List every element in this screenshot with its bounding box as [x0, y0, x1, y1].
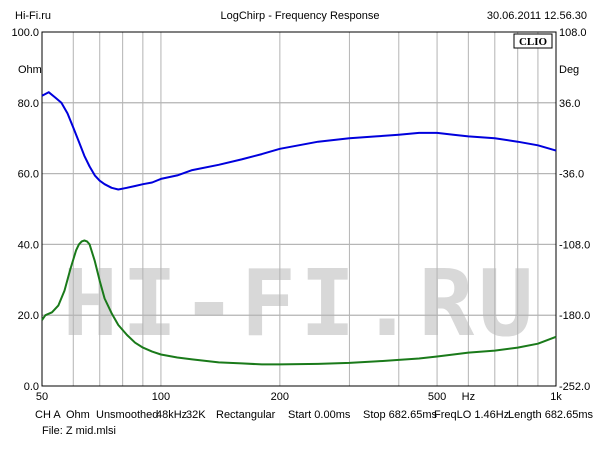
file-label: File: Z mid.mlsi: [42, 425, 116, 437]
x-axis-tick-label: 1k: [550, 391, 562, 403]
left-axis-unit: Ohm: [18, 64, 42, 76]
right-axis-tick-label: -108.0: [559, 239, 590, 251]
x-axis-tick-label: 100: [152, 391, 170, 403]
right-axis-unit: Deg: [559, 64, 579, 76]
status-item: Ohm: [66, 409, 90, 421]
status-item: Start 0.00ms: [288, 409, 351, 421]
right-axis-tick-label: 36.0: [559, 98, 580, 110]
right-axis-tick-label: -252.0: [559, 381, 590, 393]
status-item: Stop 682.65ms: [363, 409, 437, 421]
watermark-text: HI-FI.RU: [62, 250, 537, 357]
chart-title: LogChirp - Frequency Response: [220, 10, 380, 22]
grid: [42, 32, 556, 386]
clio-logo: CLIO: [513, 33, 553, 49]
x-axis-tick-label: 200: [271, 391, 289, 403]
header-datetime: 30.06.2011 12.56.30: [486, 10, 587, 22]
impedance-phase-line: [41, 239, 557, 366]
x-axis-unit: Hz: [462, 391, 475, 403]
left-axis-tick-label: 100.0: [11, 27, 39, 39]
clio-logo-text: CLIO: [519, 36, 548, 48]
x-axis-tick-label: 500: [428, 391, 446, 403]
right-axis-tick-label: -36.0: [559, 169, 584, 181]
status-item: FreqLO 1.46Hz: [434, 409, 510, 421]
status-item: 32K: [186, 409, 206, 421]
status-item: Length 682.65ms: [508, 409, 594, 421]
watermark: HI-FI.RU: [62, 250, 537, 357]
header-site: Hi-Fi.ru: [15, 10, 52, 22]
left-axis-tick-label: 60.0: [18, 169, 39, 181]
impedance-magnitude-line: [41, 91, 557, 191]
left-axis-tick-label: 80.0: [18, 98, 39, 110]
series-group: [41, 91, 557, 366]
axis-labels: 0.0 20.0 40.0 60.0 80.0 100.0 108.0 36.0 -36.0 -1…: [11, 27, 590, 403]
x-axis-tick-label: 50: [36, 391, 48, 403]
plot-frame: [41, 31, 557, 387]
status-item: 48kHz: [156, 409, 188, 421]
left-axis-tick-label: 40.0: [18, 239, 39, 251]
status-item: CH A: [35, 409, 61, 421]
right-axis-tick-label: 108.0: [559, 27, 587, 39]
left-axis-tick-label: 0.0: [24, 381, 39, 393]
status-item: Unsmoothed: [96, 409, 159, 421]
right-axis-tick-label: -180.0: [559, 310, 590, 322]
status-item: Rectangular: [216, 409, 276, 421]
left-axis-tick-label: 20.0: [18, 310, 39, 322]
